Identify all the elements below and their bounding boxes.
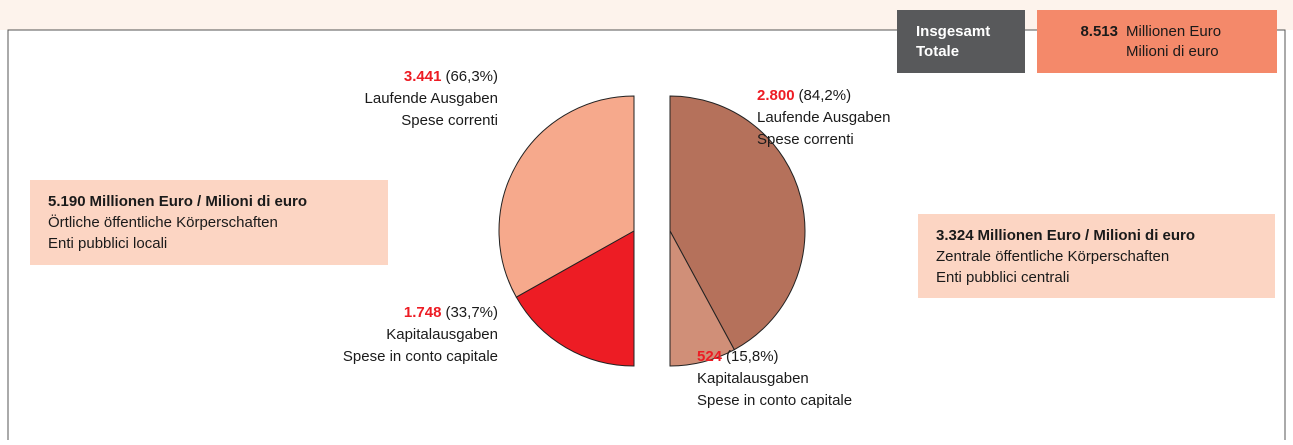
slice-value: 524 — [697, 348, 723, 365]
pie-slice — [669, 230, 735, 367]
slice-category-it: Spese correnti — [401, 112, 498, 129]
slice-percent: (33,7%) — [445, 304, 498, 321]
group-name: Örtliche öffentliche Körperschaften — [48, 213, 278, 231]
slice-percent: (66,3%) — [445, 68, 498, 85]
group-total: 5.190 Millionen Euro / Milioni di euro — [48, 193, 307, 210]
total-value: 8.513 — [1080, 23, 1118, 40]
group-box — [30, 180, 388, 265]
slice-value: 2.800 — [757, 87, 795, 104]
slice-category: Kapitalausgaben — [697, 370, 809, 387]
group-total: 3.324 Millionen Euro / Milioni di euro — [936, 227, 1195, 244]
pie-slice — [515, 230, 635, 367]
group-total-unit: Millionen Euro / Milioni di euro — [978, 227, 1196, 244]
group-name: Zentrale öffentliche Körperschaften — [936, 248, 1169, 265]
group-total-unit: Millionen Euro / Milioni di euro — [90, 193, 308, 210]
slice-value: 3.441 — [404, 68, 442, 85]
slice-value-label: 2.800 (84,2%) — [757, 87, 851, 104]
slice-percent: (84,2%) — [799, 87, 852, 104]
group-name: Enti pubblici locali — [48, 235, 167, 252]
total-title-box — [897, 10, 1025, 73]
pie-slice — [669, 95, 806, 351]
total-unit: Millionen Euro — [1126, 23, 1221, 40]
slice-value: 1.748 — [404, 304, 442, 321]
group-total-value: 3.324 — [936, 227, 974, 244]
total-value-box — [1037, 10, 1277, 73]
slice-category: Laufende Ausgaben — [365, 90, 498, 107]
slice-category-it: Spese in conto capitale — [343, 348, 498, 365]
total-unit: Milioni di euro — [1126, 43, 1219, 60]
slice-category: Kapitalausgaben — [386, 326, 498, 343]
slice-category-it: Spese correnti — [757, 131, 854, 148]
group-name: Enti pubblici centrali — [936, 269, 1069, 286]
slice-category-it: Spese in conto capitale — [697, 392, 852, 409]
slice-value-label: 3.441 (66,3%) — [404, 68, 498, 85]
frame — [7, 29, 1286, 440]
total-title: Insgesamt — [916, 23, 990, 40]
pie-slice — [498, 95, 635, 298]
slice-value-label: 524 (15,8%) — [697, 348, 779, 365]
slice-value-label: 1.748 (33,7%) — [404, 304, 498, 321]
group-box — [918, 214, 1275, 298]
total-title: Totale — [916, 43, 959, 60]
group-total-value: 5.190 — [48, 193, 86, 210]
slice-percent: (15,8%) — [726, 348, 779, 365]
slice-category: Laufende Ausgaben — [757, 109, 890, 126]
